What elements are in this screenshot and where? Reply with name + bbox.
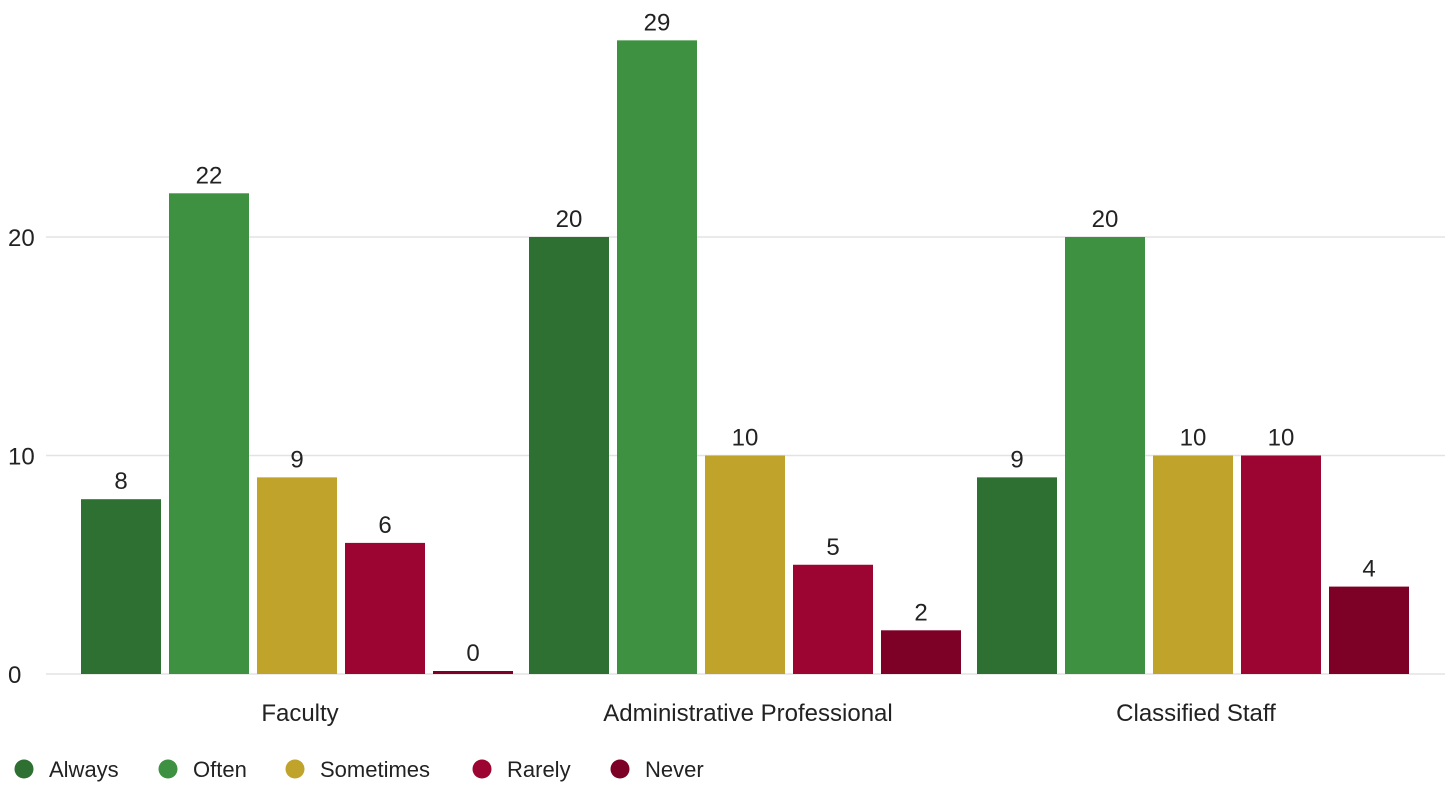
legend-item-always[interactable]: Always [14, 757, 119, 782]
legend-marker [14, 759, 34, 779]
bar-rarely[interactable] [345, 542, 425, 674]
data-label: 20 [556, 206, 583, 233]
data-label: 22 [196, 162, 223, 189]
bar-always[interactable] [81, 499, 161, 674]
legend-item-sometimes[interactable]: Sometimes [285, 757, 431, 782]
legend-label: Often [193, 757, 247, 782]
bar-group: 8 22 9 6 0 [81, 162, 513, 675]
data-label: 10 [732, 425, 759, 452]
bar-group: 9 20 10 10 4 [977, 206, 1409, 674]
category-label: Classified Staff [1116, 700, 1276, 727]
data-label: 20 [1092, 206, 1119, 233]
data-label: 4 [1362, 556, 1375, 583]
y-tick-label: 0 [8, 662, 21, 689]
legend-label: Always [49, 757, 119, 782]
data-label: 8 [114, 468, 127, 495]
bar-never[interactable] [881, 630, 961, 674]
legend-item-never[interactable]: Never [610, 757, 704, 782]
data-label: 10 [1268, 425, 1295, 452]
y-tick-label: 10 [8, 444, 35, 471]
data-label: 29 [644, 9, 671, 36]
bar-always[interactable] [529, 237, 609, 674]
bar-sometimes[interactable] [1153, 455, 1233, 675]
bar-sometimes[interactable] [257, 477, 337, 674]
legend-label: Sometimes [320, 757, 430, 782]
legend-label: Rarely [507, 757, 571, 782]
category-label: Administrative Professional [603, 700, 892, 727]
bar-sometimes[interactable] [705, 455, 785, 675]
bar-rarely[interactable] [793, 564, 873, 674]
data-label: 6 [378, 512, 391, 539]
data-label: 2 [914, 599, 927, 626]
bar-often[interactable] [169, 193, 249, 675]
legend-item-often[interactable]: Often [158, 757, 247, 782]
legend-marker [285, 759, 305, 779]
bar-often[interactable] [1065, 237, 1145, 674]
bar-often[interactable] [617, 40, 697, 675]
y-tick-label: 20 [8, 225, 35, 252]
y-axis: 0 10 20 [8, 225, 35, 689]
legend-item-rarely[interactable]: Rarely [472, 757, 571, 782]
data-label: 9 [290, 446, 303, 473]
legend-marker [610, 759, 630, 779]
data-label: 5 [826, 534, 839, 561]
bar-never[interactable] [1329, 586, 1409, 674]
legend: Always Often Sometimes Rarely Never [14, 757, 704, 782]
data-label: 9 [1010, 446, 1023, 473]
legend-label: Never [645, 757, 704, 782]
data-label: 0 [466, 640, 479, 667]
bar-rarely[interactable] [1241, 455, 1321, 675]
legend-marker [472, 759, 492, 779]
category-label: Faculty [261, 700, 338, 727]
bar-always[interactable] [977, 477, 1057, 674]
legend-marker [158, 759, 178, 779]
bar-group: 20 29 10 5 2 [529, 9, 961, 675]
bar-never[interactable] [433, 671, 513, 674]
data-label: 10 [1180, 425, 1207, 452]
x-axis: Faculty Administrative Professional Classi… [261, 700, 1276, 727]
